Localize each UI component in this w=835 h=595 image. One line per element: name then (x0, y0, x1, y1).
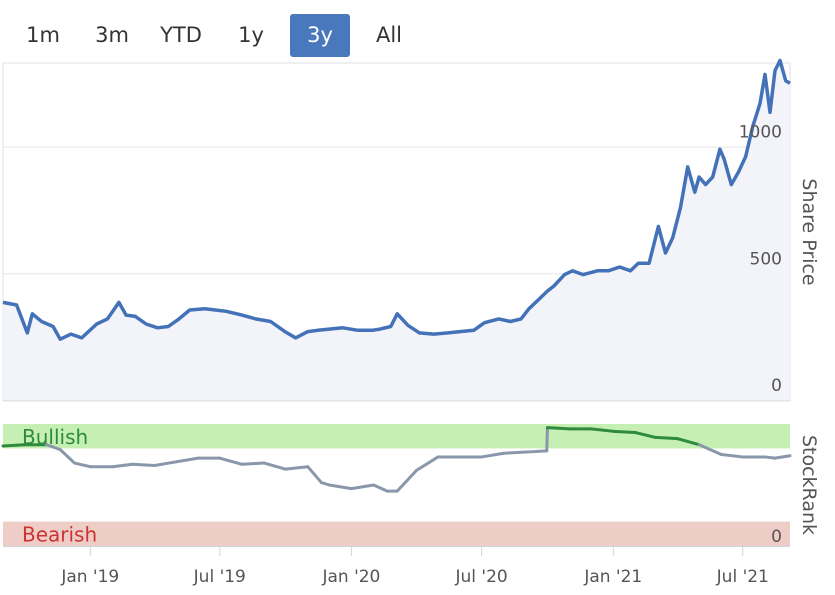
x-tick-label: Jan '20 (321, 567, 380, 587)
rank-line-segment (349, 483, 376, 491)
rank-line-segment (262, 461, 288, 471)
rank-axis-title: StockRank (798, 435, 820, 535)
rank-line-segment (545, 426, 549, 453)
price-y-tick-label: 0 (771, 376, 782, 396)
x-tick-label: Jul '19 (193, 567, 246, 587)
rank-line-segment (174, 456, 200, 464)
price-axis-title: Share Price (798, 178, 820, 285)
rank-line-segment (415, 455, 440, 472)
x-tick-label: Jul '20 (455, 567, 508, 587)
rank-line-segment (1, 443, 26, 448)
rank-line-segment (719, 453, 745, 459)
rank-line-segment (763, 455, 777, 460)
rank-line-segment (284, 465, 310, 471)
rank-line-segment (480, 451, 506, 459)
rank-line-segment (240, 461, 266, 466)
rank-line-segment (611, 429, 637, 435)
range-button-1m[interactable]: 1m (26, 23, 60, 47)
rank-line-segment (773, 454, 792, 460)
rank-line-segment (524, 449, 549, 454)
x-tick-label: Jan '21 (583, 567, 642, 587)
rank-line-segment (545, 426, 572, 431)
price-area (3, 60, 790, 400)
rank-line-segment (697, 443, 723, 456)
rank-line-segment (327, 483, 353, 491)
rank-line-segment (372, 483, 389, 493)
rank-line-segment (73, 461, 92, 469)
range-button-1y[interactable]: 1y (238, 23, 264, 47)
range-button-ytd[interactable]: YTD (160, 23, 202, 47)
rank-line-segment (58, 448, 77, 465)
rank-line-segment (395, 468, 419, 493)
rank-line-segment (153, 460, 178, 467)
x-axis: Jan '19 Jul '19 Jan '20 Jul '20 Jan '21 Jul '… (3, 546, 790, 587)
rank-line-segment (502, 450, 528, 455)
rank-line-segment (130, 462, 157, 467)
x-tick-label: Jul '21 (716, 567, 769, 587)
rank-line-segment (110, 462, 134, 469)
range-selector: 1m 3m YTD 1y 3y All (0, 14, 480, 58)
rank-line-segment (633, 431, 657, 439)
rank-zone-bearish (3, 521, 790, 546)
rank-line-segment (676, 437, 701, 447)
rank-line-segment (306, 465, 323, 485)
rank-line-segment (589, 427, 615, 433)
price-y-tick-label: 1000 (739, 123, 782, 143)
price-y-tick-labels: 0 500 1000 (739, 123, 782, 396)
range-button-all[interactable]: All (375, 23, 403, 47)
rank-zone-bullish (3, 424, 790, 449)
range-button-3m[interactable]: 3m (95, 23, 129, 47)
rank-zone-label-bearish: Bearish (22, 523, 97, 547)
x-tick-label: Jan '19 (60, 567, 119, 587)
rank-y-tick-labels: 0 (771, 527, 782, 547)
rank-line-segment (218, 456, 244, 466)
rank-line-segment (45, 443, 62, 452)
price-line (2, 58, 791, 341)
range-button-3y[interactable]: 3y (290, 14, 350, 57)
rank-y-tick-label: 0 (771, 527, 782, 547)
rank-line (1, 426, 792, 493)
price-panel: 0 500 1000 Share Price (2, 58, 820, 402)
rank-line-segment (653, 435, 680, 441)
price-y-tick-label: 500 (750, 249, 782, 269)
